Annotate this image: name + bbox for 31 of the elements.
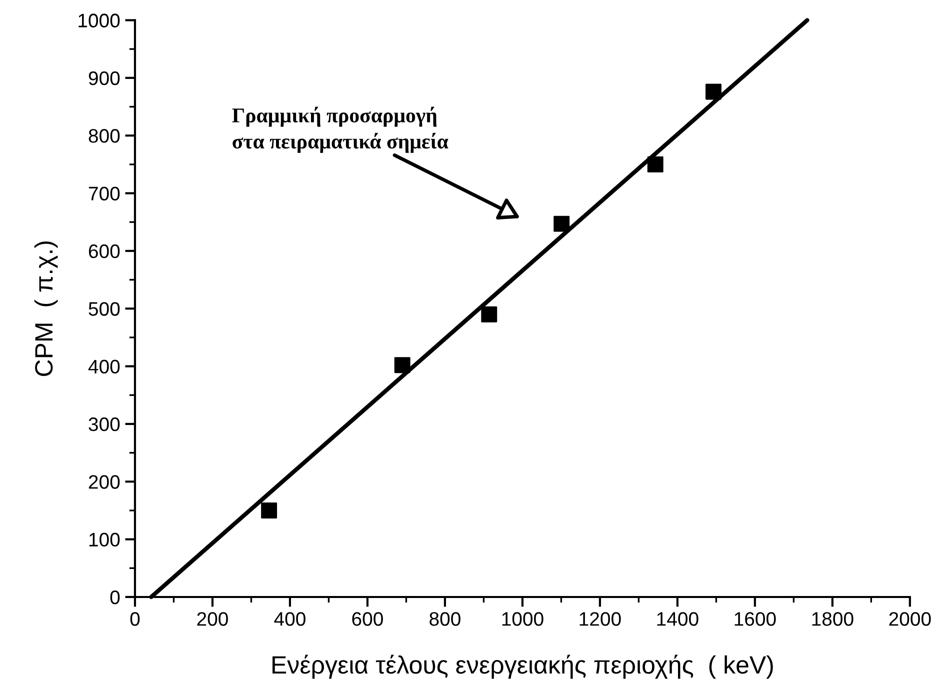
x-tick-label: 1600 xyxy=(734,612,776,626)
x-tick-label: 800 xyxy=(430,612,460,626)
x-tick-label: 1000 xyxy=(502,612,544,626)
y-tick-label: 600 xyxy=(88,244,120,258)
y-tick-label: 300 xyxy=(88,417,120,432)
point xyxy=(481,306,498,322)
y-tick-label: 200 xyxy=(88,475,120,489)
y-tick-label: 0 xyxy=(110,590,120,604)
x-tick-label: 1800 xyxy=(812,612,854,626)
annotation: Γραμμική προσαρμογή στα πειραματικά σημεία xyxy=(232,106,448,153)
point xyxy=(394,357,410,374)
y-tick-label: 400 xyxy=(88,360,120,374)
point xyxy=(705,84,722,100)
x-tick-label: 400 xyxy=(274,612,306,626)
x-tick-label: 0 xyxy=(130,612,140,626)
x-tick-label: 600 xyxy=(352,612,383,626)
y-tick-label: 100 xyxy=(89,532,120,547)
x-tick-label: 1200 xyxy=(580,612,621,626)
y-tick-label: 500 xyxy=(88,302,120,316)
point xyxy=(647,156,664,172)
x-tick-label: 1400 xyxy=(657,612,698,626)
point xyxy=(261,502,278,518)
x-tick-label: 2000 xyxy=(889,612,931,626)
x-axis-title: Ενέργεια τέλους ενεργειακής περιοχής ( keV) xyxy=(272,654,773,679)
x-tick-label: 200 xyxy=(197,612,228,626)
y-tick-label: 800 xyxy=(88,129,120,143)
point xyxy=(554,216,570,232)
y-axis-title: CPM ( π.χ.) xyxy=(34,241,58,376)
y-tick-label: 700 xyxy=(88,186,120,200)
y-tick-label: 900 xyxy=(88,71,120,86)
y-tick-label: 1000 xyxy=(78,14,120,28)
